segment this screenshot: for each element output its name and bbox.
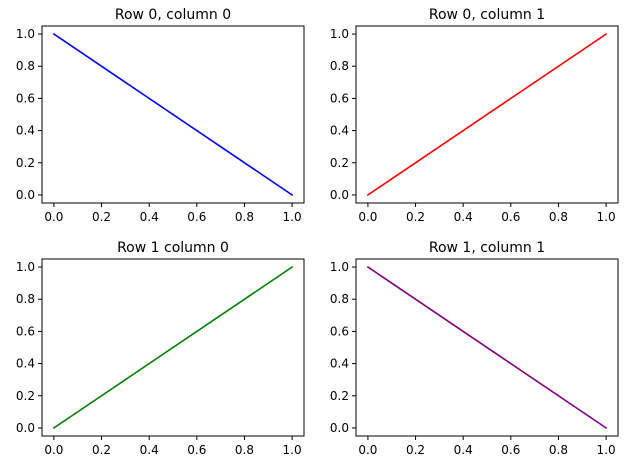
subplot-r1-c1-xtick-label: 0.8 <box>549 443 568 457</box>
subplot-r0-c1-xtick-label: 0.2 <box>406 210 425 224</box>
subplot-r0-c1-ytick-label: 1.0 <box>330 27 349 41</box>
subplot-r0-c0-xtick-label: 0.2 <box>92 210 111 224</box>
subplot-r1-c1-ytick-label: 0.0 <box>330 421 349 435</box>
subplot-r1-c0-xtick-label: 0.8 <box>235 443 254 457</box>
subplot-r1-c1-xtick-label: 1.0 <box>597 443 616 457</box>
subplot-r1-c0-ytick-label: 0.2 <box>16 389 35 403</box>
subplot-r0-c1-xtick-label: 0.4 <box>454 210 473 224</box>
subplot-r0-c0-series-line-0 <box>52 32 294 197</box>
subplot-r0-c1-xtick-label: 0.8 <box>549 210 568 224</box>
subplot-r1-c1-ytick-label: 0.6 <box>330 324 349 338</box>
subplot-r1-c0-ytick-label: 0.0 <box>16 421 35 435</box>
subplot-r0-c1-xtick-label: 1.0 <box>597 210 616 224</box>
subplot-r0-c0-ytick-label: 0.4 <box>16 124 35 138</box>
subplot-r0-c0-axes-spines <box>41 25 305 204</box>
subplot-r0-c1-ytick-label: 0.2 <box>330 156 349 170</box>
subplot-r1-c0-xtick-label: 1.0 <box>283 443 302 457</box>
subplot-r0-c1-ytick-label: 0.0 <box>330 188 349 202</box>
subplot-r1-c1-xtick-label: 0.4 <box>454 443 473 457</box>
subplot-r1-c0-ytick-label: 0.4 <box>16 357 35 371</box>
subplot-r1-c1-xtick-label: 0.0 <box>358 443 377 457</box>
subplot-r0-c0-ytick-label: 1.0 <box>16 27 35 41</box>
subplot-r1-c1: 0.0 0.2 0.4 0.6 0.8 1.0 0.0 0.2 0.4 0.6 0.8 1.0 Row … <box>330 240 619 457</box>
subplot-r0-c1-title: Row 0, column 1 <box>429 7 545 23</box>
subplot-r1-c0-title: Row 1 column 0 <box>117 240 229 256</box>
subplot-r0-c0-ytick-label: 0.0 <box>16 188 35 202</box>
subplot-r1-c0-ytick-label: 0.8 <box>16 292 35 306</box>
subplot-r0-c1-ytick-label: 0.6 <box>330 91 349 105</box>
subplot-r0-c1-axes-spines <box>355 25 619 204</box>
subplot-r1-c0-xtick-label: 0.2 <box>92 443 111 457</box>
subplot-r0-c0-xtick-label: 1.0 <box>283 210 302 224</box>
subplot-r0-c0-ytick-label: 0.6 <box>16 91 35 105</box>
subplot-r0-c0-ytick-label: 0.8 <box>16 59 35 73</box>
subplot-r0-c0-ytick-label: 0.2 <box>16 156 35 170</box>
subplot-r1-c0-ytick-label: 0.6 <box>16 324 35 338</box>
subplot-r1-c1-ytick-label: 0.8 <box>330 292 349 306</box>
subplot-r0-c1-ytick-label: 0.4 <box>330 124 349 138</box>
subplot-r1-c0-axes-spines <box>41 258 305 437</box>
subplot-r1-c1-ytick-label: 1.0 <box>330 260 349 274</box>
subplot-r1-c0-series-line-0 <box>52 265 294 430</box>
subplot-r0-c1: 0.0 0.2 0.4 0.6 0.8 1.0 0.0 0.2 0.4 0.6 0.8 1.0 Row … <box>330 7 619 224</box>
subplot-r1-c1-title: Row 1, column 1 <box>429 240 545 256</box>
subplot-r1-c1-xtick-label: 0.2 <box>406 443 425 457</box>
subplot-r0-c1-series-line-0 <box>366 32 608 197</box>
subplot-r0-c0: 0.0 0.2 0.4 0.6 0.8 1.0 0.0 0.2 0.4 0.6 0.8 1.0 Row … <box>16 7 305 224</box>
subplot-r0-c0-xtick-label: 0.0 <box>44 210 63 224</box>
subplot-r0-c0-title: Row 0, column 0 <box>115 7 231 23</box>
subplot-r0-c0-xtick-label: 0.8 <box>235 210 254 224</box>
subplot-r1-c0-xtick-label: 0.6 <box>187 443 206 457</box>
subplot-r1-c1-axes-spines <box>355 258 619 437</box>
subplot-r0-c0-xtick-label: 0.4 <box>140 210 159 224</box>
subplot-r1-c0-xtick-label: 0.0 <box>44 443 63 457</box>
subplot-r0-c0-xtick-label: 0.6 <box>187 210 206 224</box>
subplot-r1-c1-ytick-label: 0.4 <box>330 357 349 371</box>
subplot-r1-c1-series-line-0 <box>366 265 608 430</box>
subplot-r0-c1-ytick-label: 0.8 <box>330 59 349 73</box>
subplot-r1-c0-ytick-label: 1.0 <box>16 260 35 274</box>
subplot-r1-c1-xtick-label: 0.6 <box>501 443 520 457</box>
subplot-r0-c1-xtick-label: 0.6 <box>501 210 520 224</box>
subplot-r1-c1-ytick-label: 0.2 <box>330 389 349 403</box>
subplot-r0-c1-xtick-label: 0.0 <box>358 210 377 224</box>
subplot-r1-c0: 0.0 0.2 0.4 0.6 0.8 1.0 0.0 0.2 0.4 0.6 0.8 1.0 Row … <box>16 240 305 457</box>
subplot-r1-c0-xtick-label: 0.4 <box>140 443 159 457</box>
